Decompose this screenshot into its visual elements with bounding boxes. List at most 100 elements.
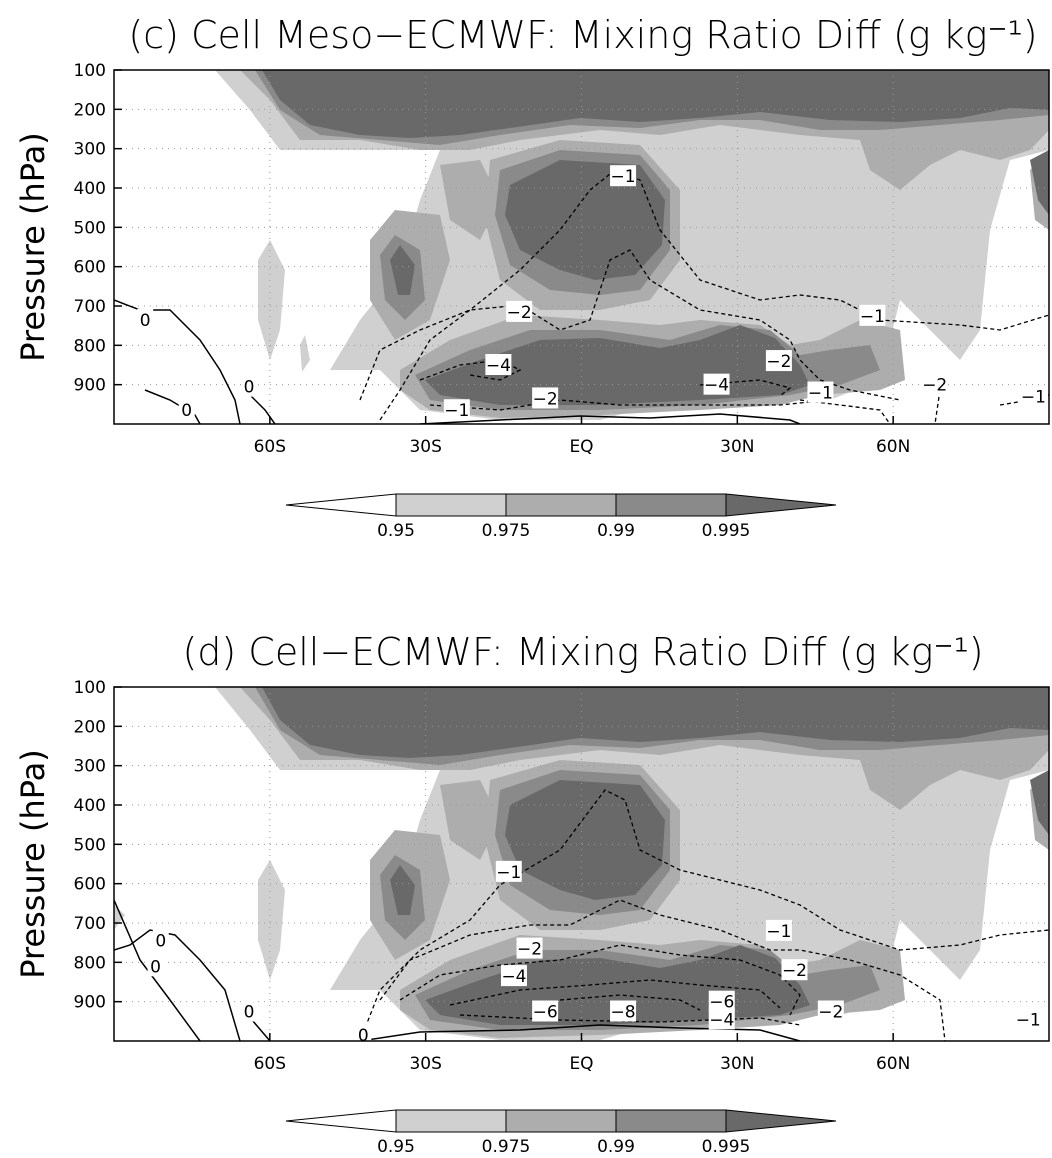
y-tick-label: 700 <box>74 914 106 934</box>
x-tick-label: 30S <box>409 1054 441 1074</box>
contour-zero-c <box>251 1019 271 1041</box>
x-tick-label: 60S <box>254 1054 286 1074</box>
contour-label-bg <box>500 965 527 987</box>
colorbar-label: 0.975 <box>482 1137 531 1157</box>
contour-label: −4 <box>703 373 730 396</box>
contour-label-text: −1 <box>860 307 885 327</box>
contour-label: 0 <box>137 308 154 331</box>
y-tick-label: 900 <box>74 993 106 1013</box>
y-tick-label: 700 <box>74 297 106 317</box>
contour-label-bg <box>241 1000 258 1022</box>
contour-label: 0 <box>178 399 195 421</box>
contour-label-bg <box>147 955 164 977</box>
shade-level-1b <box>258 860 285 980</box>
contour-label-bg <box>765 350 792 372</box>
contour-label: −4 <box>485 354 512 376</box>
contour-label-text: −4 <box>486 356 511 376</box>
contour-label: −2 <box>817 1000 844 1023</box>
colorbar-left-arrow <box>285 493 397 517</box>
contour-label-text: −1 <box>444 401 469 421</box>
contour-label-bg <box>495 860 522 882</box>
y-tick-label: 500 <box>74 835 106 855</box>
contour-zero-d <box>419 413 801 424</box>
contour-label-bg <box>610 165 637 187</box>
contour-label-bg <box>178 399 195 421</box>
colorbar-segment <box>615 1109 727 1133</box>
contour-label-bg <box>485 354 512 375</box>
contour-label-bg <box>1020 385 1047 407</box>
contour-label: −1 <box>1015 1008 1042 1030</box>
x-tick-label: 60N <box>876 437 910 457</box>
contour-label-bg <box>921 373 948 395</box>
contour-label-text: −8 <box>611 1003 636 1023</box>
x-tick-label: 30N <box>720 1054 754 1074</box>
x-tick-label: 60S <box>254 437 286 457</box>
y-tick-label: 200 <box>74 717 106 737</box>
contour-label-text: −1 <box>611 167 636 187</box>
contour-label-bg <box>781 959 808 981</box>
contour-minus2b <box>934 389 941 424</box>
contour-label-bg <box>708 1008 735 1030</box>
contour-label-text: −4 <box>704 376 729 396</box>
contour-label-text: −1 <box>766 922 791 942</box>
colorbar-label: 0.975 <box>482 521 531 541</box>
contour-label-bg <box>532 387 559 409</box>
panel-c-ylabel: Pressure (hPa) <box>14 132 52 362</box>
contour-label-text: 0 <box>155 932 166 952</box>
colorbar-label: 0.99 <box>597 521 635 541</box>
shade-level-4b <box>390 865 415 915</box>
contour-label-bg <box>506 300 533 322</box>
contour-label-text: 0 <box>244 1003 255 1023</box>
contour-label-text: 0 <box>244 378 255 398</box>
contour-label: −6 <box>708 990 735 1013</box>
contour-label-bg <box>137 308 154 330</box>
contour-minus2 <box>379 899 946 1041</box>
colorbar-segment <box>395 493 507 517</box>
contour-label-text: 0 <box>150 957 161 977</box>
y-tick-label: 500 <box>74 218 106 238</box>
panel-d: (d) Cell−ECMWF: Mixing Ratio Diff (g kg⁻… <box>14 630 1050 1074</box>
panel-c-colorbar: 0.95 0.975 0.99 0.995 <box>285 493 837 541</box>
contour-label: 0 <box>152 929 169 952</box>
y-tick-label: 400 <box>74 179 106 199</box>
contour-label: 0 <box>241 1000 258 1023</box>
panel-d-y-ticks: 100 200 300 400 500 600 700 800 900 <box>74 678 122 1013</box>
contour-label: −1 <box>859 304 886 327</box>
y-tick-label: 400 <box>74 796 106 816</box>
contour-label: −2 <box>765 350 792 372</box>
contour-zero-b <box>114 899 201 1041</box>
contour-label-bg <box>807 381 834 403</box>
contour-minus1d <box>429 399 831 411</box>
contour-minus6 <box>449 979 781 1009</box>
contour-label: −1 <box>610 165 637 187</box>
shade-level-1c <box>300 335 310 372</box>
panel-c-grid <box>114 70 1049 424</box>
contour-minus-inner <box>459 1014 801 1026</box>
panel-c-contour-labels: −1 −2 −1 −4 −2 −4 −1 −2 −1 −2 −1 0 0 0 <box>137 165 1047 421</box>
contour-label-bg <box>703 373 730 395</box>
contour-label-bg <box>443 399 470 421</box>
contour-label: −1 <box>807 381 834 404</box>
y-tick-label: 100 <box>74 678 106 698</box>
contour-zero <box>114 929 241 1041</box>
panel-d-title: (d) Cell−ECMWF: Mixing Ratio Diff (g kg⁻… <box>182 630 983 674</box>
contour-label: −2 <box>506 300 533 323</box>
colorbar-label: 0.95 <box>377 1137 415 1157</box>
contour-label-text: −2 <box>517 940 542 960</box>
colorbar-right-arrow <box>725 493 837 517</box>
contour-minus1 <box>379 169 1049 421</box>
contour-label-text: −6 <box>533 1003 558 1023</box>
contour-label-bg <box>532 1000 559 1022</box>
contour-label-text: −2 <box>782 961 807 981</box>
y-tick-label: 300 <box>74 757 106 777</box>
shade-level-4c <box>505 160 665 280</box>
contour-label-text: −1 <box>496 863 521 883</box>
contour-label: −4 <box>500 965 527 987</box>
colorbar-label: 0.95 <box>377 521 415 541</box>
panel-c: (c) Cell Meso−ECMWF: Mixing Ratio Diff (… <box>14 13 1050 457</box>
y-tick-label: 800 <box>74 336 106 356</box>
panel-c-title: (c) Cell Meso−ECMWF: Mixing Ratio Diff (… <box>128 13 1037 57</box>
contour-label-bg <box>355 1024 372 1046</box>
contour-label: −1 <box>495 860 522 883</box>
